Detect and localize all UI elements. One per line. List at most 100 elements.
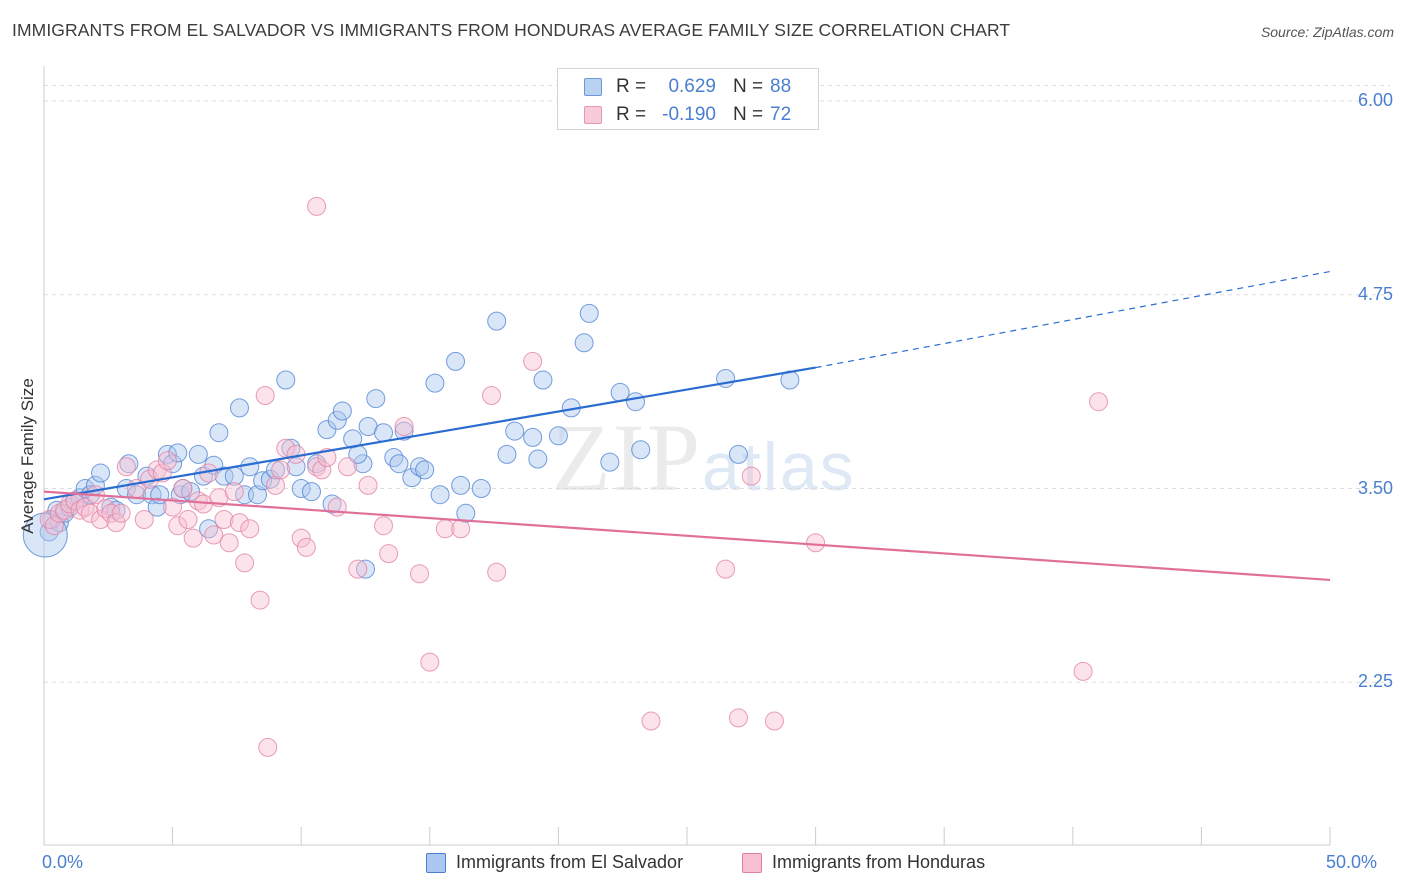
legend-swatch-pink	[584, 106, 602, 124]
point-honduras	[374, 516, 394, 536]
point-el-salvador	[374, 423, 394, 443]
point-el-salvador	[451, 475, 471, 495]
trend-line-extension-el-salvador	[815, 270, 1331, 369]
chart-source: Source: ZipAtlas.com	[1260, 24, 1394, 40]
point-el-salvador	[240, 457, 260, 477]
point-el-salvador	[600, 452, 620, 472]
point-honduras	[312, 460, 332, 480]
point-honduras	[235, 553, 255, 573]
point-honduras	[111, 503, 131, 523]
point-el-salvador	[446, 351, 466, 371]
point-el-salvador	[332, 401, 352, 421]
legend-swatch-blue	[584, 78, 602, 96]
legend-row-el-salvador: R = 0.629 N = 88	[558, 73, 818, 101]
x-tick-label-max: 50.0%	[1326, 852, 1378, 872]
point-honduras	[214, 510, 234, 529]
point-honduras	[806, 533, 826, 553]
point-el-salvador	[430, 485, 450, 505]
point-honduras	[523, 351, 543, 371]
point-honduras	[307, 196, 327, 216]
watermark-zip: ZIP	[552, 404, 702, 511]
point-el-salvador	[487, 311, 507, 331]
point-honduras	[91, 510, 111, 529]
point-honduras	[219, 533, 239, 553]
point-honduras	[410, 564, 430, 584]
point-el-salvador	[384, 448, 404, 467]
bottom-legend-label: Immigrants from Honduras	[772, 852, 986, 872]
point-el-salvador	[168, 443, 188, 463]
point-honduras	[487, 562, 507, 582]
point-honduras	[296, 537, 316, 557]
legend-r-label: R =	[616, 76, 647, 97]
point-honduras	[271, 460, 291, 480]
point-honduras	[1073, 661, 1093, 681]
point-el-salvador	[291, 479, 311, 498]
point-honduras	[317, 448, 337, 467]
point-honduras	[204, 525, 224, 545]
watermark: ZIPatlas	[552, 402, 856, 513]
watermark-atlas: atlas	[702, 429, 856, 505]
point-el-salvador	[548, 426, 568, 446]
point-honduras	[265, 475, 285, 495]
point-honduras	[250, 590, 270, 610]
point-el-salvador	[353, 454, 373, 474]
point-honduras	[65, 491, 85, 511]
point-el-salvador	[389, 454, 409, 474]
bottom-legend-swatch-pink	[742, 853, 762, 873]
point-el-salvador	[322, 494, 342, 514]
chart-title: IMMIGRANTS FROM EL SALVADOR VS IMMIGRANT…	[12, 20, 1011, 40]
point-honduras	[183, 528, 203, 548]
legend-n-label: N =	[733, 76, 764, 97]
legend-n-label: N =	[733, 104, 764, 125]
point-honduras	[358, 475, 378, 495]
point-el-salvador	[199, 519, 219, 539]
bottom-legend-label: Immigrants from El Salvador	[456, 852, 684, 872]
point-el-salvador	[626, 392, 646, 412]
point-honduras	[420, 652, 440, 672]
point-el-salvador	[471, 479, 491, 498]
trend-line-el-salvador	[43, 366, 816, 501]
trend-line-honduras	[43, 490, 1331, 582]
point-honduras	[764, 711, 784, 731]
point-honduras	[106, 513, 126, 533]
point-el-salvador	[147, 497, 167, 517]
point-el-salvador	[505, 421, 525, 441]
point-honduras	[44, 516, 64, 536]
point-el-salvador	[610, 382, 630, 402]
point-el-salvador	[394, 421, 414, 441]
point-honduras	[327, 497, 347, 517]
point-honduras	[70, 500, 90, 520]
legend-row-honduras: R = -0.190 N = 72	[558, 101, 818, 129]
legend-n-value: 88	[770, 76, 792, 97]
point-honduras	[255, 386, 275, 405]
point-honduras	[482, 386, 502, 405]
point-honduras	[75, 497, 95, 517]
point-el-salvador	[119, 454, 139, 474]
y-tick-label: 4.75	[1357, 283, 1393, 304]
point-el-salvador	[497, 444, 517, 464]
point-el-salvador	[728, 444, 748, 464]
point-honduras	[258, 737, 278, 757]
point-el-salvador	[157, 444, 177, 464]
point-honduras	[337, 457, 357, 477]
y-tick-label: 3.50	[1357, 477, 1393, 498]
point-el-salvador	[327, 410, 347, 430]
point-el-salvador	[253, 471, 273, 491]
point-honduras	[741, 466, 761, 486]
point-el-salvador	[631, 440, 651, 460]
x-tick-label-min: 0.0%	[42, 852, 84, 872]
point-honduras	[178, 510, 198, 529]
point-honduras	[157, 451, 177, 471]
point-el-salvador	[209, 423, 229, 443]
point-el-salvador	[91, 463, 111, 483]
point-el-salvador	[276, 370, 296, 390]
point-honduras	[451, 519, 471, 539]
point-el-salvador	[528, 449, 548, 469]
point-el-salvador	[366, 389, 386, 409]
point-el-salvador	[574, 333, 594, 353]
point-honduras	[39, 510, 59, 529]
point-el-salvador	[523, 427, 543, 447]
point-honduras	[240, 519, 260, 539]
point-honduras	[229, 513, 249, 533]
